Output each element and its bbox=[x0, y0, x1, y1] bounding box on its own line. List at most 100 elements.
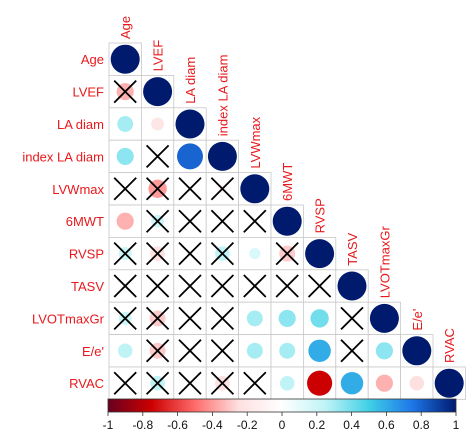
correlation-circle bbox=[310, 309, 329, 328]
cell-rvsp-lvef bbox=[140, 236, 175, 271]
not-significant-cross bbox=[210, 371, 235, 395]
colorbar-tick-label: -0.4 bbox=[202, 418, 223, 432]
cell-rvsp-index-la-diam bbox=[205, 236, 239, 271]
not-significant-cross bbox=[210, 177, 235, 201]
col-label-rvsp: RVSP bbox=[313, 198, 328, 233]
cell-rvsp-age bbox=[108, 236, 142, 271]
row-label-lvwmax: LVWmax bbox=[52, 182, 104, 197]
row-label-rvac: RVAC bbox=[69, 376, 104, 391]
colorbar-tick-label: -0.2 bbox=[237, 418, 258, 432]
correlation-cells bbox=[108, 42, 466, 400]
cell-lvotmaxgr-lvotmaxgr bbox=[367, 301, 402, 336]
cell-6mwt-index-la-diam bbox=[205, 204, 239, 238]
correlation-circle bbox=[409, 375, 425, 391]
correlation-circle bbox=[278, 309, 296, 327]
correlation-circle bbox=[375, 374, 393, 392]
cell-rvac-lvwmax bbox=[238, 366, 272, 400]
correlation-circle bbox=[305, 239, 335, 269]
correlation-circle bbox=[375, 342, 393, 360]
not-significant-cross bbox=[113, 79, 137, 104]
cell-lvotmaxgr-index-la-diam bbox=[205, 301, 239, 336]
cell-e-e-index-la-diam bbox=[205, 334, 239, 368]
not-significant-cross bbox=[145, 177, 170, 201]
not-significant-cross bbox=[145, 339, 170, 363]
cell-tasv-la-diam bbox=[173, 269, 207, 303]
correlation-circle bbox=[151, 117, 165, 131]
cell-index-la-diam-la-diam bbox=[173, 139, 207, 173]
not-significant-cross bbox=[210, 274, 235, 298]
not-significant-cross bbox=[178, 241, 202, 266]
not-significant-cross bbox=[243, 371, 267, 395]
cell-lvotmaxgr-age bbox=[108, 301, 142, 336]
correlation-circle bbox=[307, 370, 333, 396]
correlation-circle bbox=[116, 212, 134, 230]
cell-rvac-tasv bbox=[335, 366, 369, 400]
correlation-circle bbox=[117, 116, 134, 132]
not-significant-cross bbox=[210, 306, 235, 331]
cell-lvwmax-lvef bbox=[140, 172, 175, 206]
not-significant-cross bbox=[178, 306, 202, 331]
correlation-circle bbox=[272, 206, 302, 236]
not-significant-cross bbox=[145, 144, 170, 169]
cell-rvsp-la-diam bbox=[173, 236, 207, 271]
not-significant-cross bbox=[113, 241, 137, 266]
not-significant-cross bbox=[210, 339, 235, 363]
cell-rvac-lvotmaxgr bbox=[367, 366, 402, 400]
cell-e-e-tasv bbox=[335, 334, 369, 368]
not-significant-cross bbox=[307, 274, 332, 298]
cell-la-diam-lvef bbox=[140, 107, 175, 141]
correlation-circle bbox=[246, 342, 263, 359]
not-significant-cross bbox=[243, 274, 267, 298]
cell-6mwt-lvwmax bbox=[238, 204, 272, 238]
not-significant-cross bbox=[243, 209, 267, 233]
colorbar-tick-label: 0.4 bbox=[343, 418, 360, 432]
colorbar-tick-label: 0.2 bbox=[308, 418, 325, 432]
correlation-circle bbox=[117, 343, 133, 359]
not-significant-cross bbox=[275, 241, 299, 266]
not-significant-cross bbox=[178, 274, 202, 298]
cell-rvac-la-diam bbox=[173, 366, 207, 400]
cell-lvotmaxgr-tasv bbox=[335, 301, 369, 336]
cell-rvac-lvef bbox=[140, 366, 175, 400]
col-label-lvef: LVEF bbox=[151, 40, 166, 72]
cell-index-la-diam-lvef bbox=[140, 139, 175, 173]
not-significant-cross bbox=[113, 274, 137, 298]
not-significant-cross bbox=[178, 371, 202, 395]
col-label-e-e: E/e' bbox=[410, 309, 425, 331]
not-significant-cross bbox=[145, 274, 170, 298]
colorbar-tick-label: 0.6 bbox=[378, 418, 395, 432]
correlation-circle bbox=[308, 339, 331, 363]
correlation-circle bbox=[177, 143, 203, 170]
cell-rvsp-lvwmax bbox=[238, 236, 272, 271]
not-significant-cross bbox=[145, 371, 170, 395]
cell-lvwmax-age bbox=[108, 172, 142, 206]
correlation-circle bbox=[249, 247, 261, 260]
col-label-tasv: TASV bbox=[345, 232, 360, 265]
cell-e-e-age bbox=[108, 334, 142, 368]
row-label-age: Age bbox=[81, 52, 104, 67]
col-label-lvotmaxgr: LVOTmaxGr bbox=[377, 226, 392, 299]
cell-rvsp-rvsp bbox=[302, 236, 337, 271]
col-label-rvac: RVAC bbox=[442, 328, 457, 363]
not-significant-cross bbox=[145, 241, 170, 266]
cell-la-diam-age bbox=[108, 107, 142, 141]
cell-lvotmaxgr-rvsp bbox=[302, 301, 337, 336]
colorbar: -1 -0.8 -0.6 -0.4 -0.2 0 0.2 0.4 0.6 0.8 1 bbox=[103, 398, 460, 432]
cell-rvac-6mwt bbox=[270, 366, 304, 400]
cell-6mwt-6mwt bbox=[270, 204, 304, 238]
row-labels: Age LVEF LA diam index LA diam LVWmax 6MWT RVS… bbox=[22, 52, 104, 391]
cell-index-la-diam-age bbox=[108, 139, 142, 173]
cell-e-e-6mwt bbox=[270, 334, 304, 368]
cell-6mwt-lvef bbox=[140, 204, 175, 238]
row-label-e-e: E/e' bbox=[82, 344, 104, 359]
cell-e-e-lvotmaxgr bbox=[367, 334, 402, 368]
cell-e-e-lvwmax bbox=[238, 334, 272, 368]
correlation-circle bbox=[143, 77, 173, 107]
col-label-6mwt: 6MWT bbox=[280, 163, 295, 201]
correlation-circle bbox=[434, 368, 464, 398]
cell-tasv-age bbox=[108, 269, 142, 303]
column-labels: Age LVEF LA diam index LA diam LVWmax 6MWT RVS… bbox=[118, 16, 457, 363]
colorbar-tick-label: 0.8 bbox=[413, 418, 430, 432]
cell-e-e-rvsp bbox=[302, 334, 337, 368]
